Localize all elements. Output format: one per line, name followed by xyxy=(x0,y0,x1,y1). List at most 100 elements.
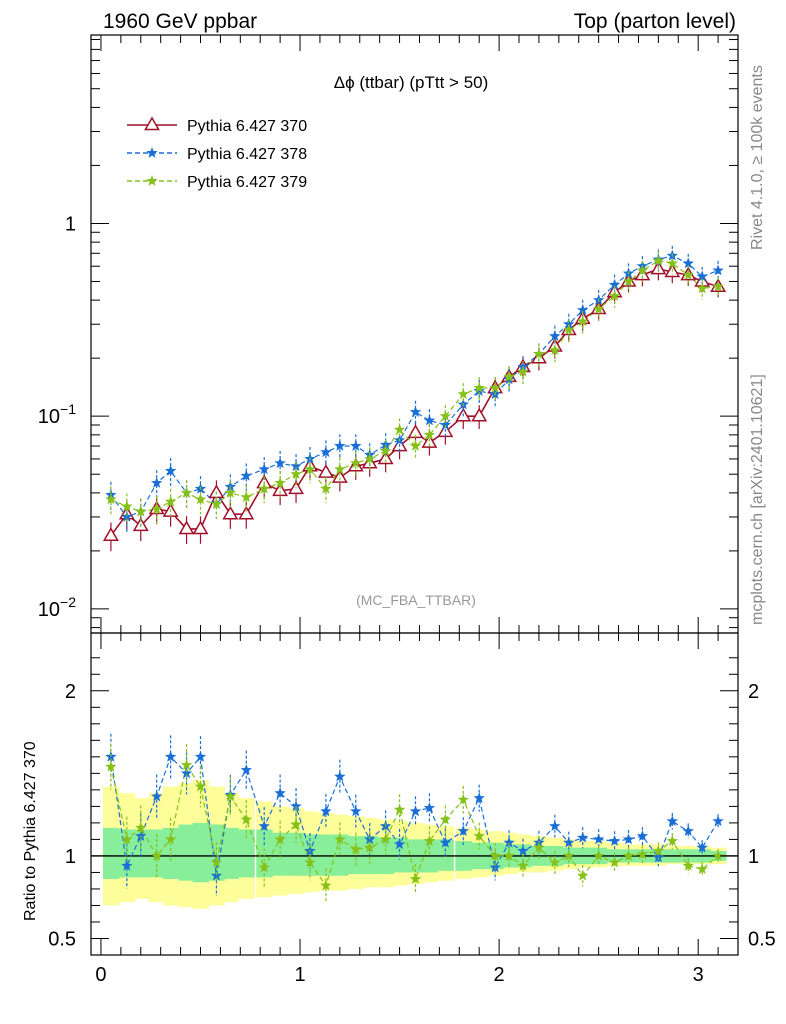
data-point xyxy=(224,486,237,498)
ratio-ytick-label: 1 xyxy=(65,846,76,868)
ratio-data-point xyxy=(210,856,223,868)
ratio-data-point xyxy=(517,859,529,871)
legend-label-1: Pythia 6.427 378 xyxy=(187,146,307,163)
legend-marker-1 xyxy=(146,147,158,158)
ratio-data-point xyxy=(423,835,436,846)
data-point xyxy=(194,493,207,505)
ratio-xtick-label: 0 xyxy=(95,964,106,986)
ratio-data-point xyxy=(503,849,515,861)
ratio-data-point xyxy=(274,787,286,799)
data-point xyxy=(290,468,302,480)
ratio-data-point xyxy=(533,841,545,853)
data-point xyxy=(666,257,679,269)
data-point xyxy=(517,365,529,377)
ratio-data-point xyxy=(258,861,270,873)
ratio-data-point xyxy=(439,813,452,825)
data-point xyxy=(290,460,302,472)
data-point xyxy=(135,505,147,517)
ratio-ytick-label-right: 0.5 xyxy=(748,928,776,950)
ratio-data-point xyxy=(636,830,649,841)
data-point xyxy=(608,290,621,301)
data-point xyxy=(682,269,694,280)
ratio-data-point xyxy=(379,833,392,845)
main-ytick-label: 1 xyxy=(65,213,76,235)
band-green xyxy=(272,832,289,876)
ratio-data-point xyxy=(364,841,376,853)
ratio-data-point xyxy=(423,802,436,813)
ratio-data-point xyxy=(622,849,635,861)
data-point xyxy=(258,482,270,494)
ratio-data-point xyxy=(696,863,708,874)
ratio-data-point xyxy=(608,856,621,868)
ratio-data-point xyxy=(121,833,133,845)
ratio-data-point xyxy=(240,764,252,775)
data-point xyxy=(331,469,348,483)
ratio-data-point xyxy=(517,844,529,856)
ratio-data-point xyxy=(457,825,469,837)
ratio-data-point xyxy=(409,873,422,884)
ratio-data-point xyxy=(350,805,362,817)
band-green xyxy=(288,832,305,876)
band-green xyxy=(132,829,150,878)
ratio-data-point xyxy=(320,879,332,891)
ratio-data-point xyxy=(439,836,452,848)
data-point xyxy=(178,520,195,535)
ratio-series-line-1 xyxy=(110,763,719,887)
band-green xyxy=(222,827,239,880)
ratio-data-point xyxy=(290,818,302,830)
ratio-data-point xyxy=(549,856,561,868)
data-point xyxy=(577,315,589,327)
ratio-data-point xyxy=(334,770,346,782)
data-point xyxy=(503,370,515,382)
ratio-data-point xyxy=(334,833,346,845)
ratio-ytick-label: 0.5 xyxy=(48,928,76,950)
data-point xyxy=(549,344,561,356)
data-point xyxy=(636,264,649,276)
data-point xyxy=(121,500,133,512)
ratio-ylabel: Ratio to Pythia 6.427 370 xyxy=(22,741,39,921)
ratio-data-point xyxy=(164,750,177,762)
ratio-data-point xyxy=(577,831,589,843)
ratio-data-point xyxy=(549,820,561,832)
data-point xyxy=(238,505,255,520)
data-point xyxy=(696,270,708,282)
ratio-data-point xyxy=(393,803,406,815)
data-point xyxy=(549,330,561,342)
ratio-data-point xyxy=(180,767,193,779)
ratio-data-point xyxy=(652,851,665,863)
band-green xyxy=(102,827,120,880)
data-point xyxy=(150,477,163,488)
data-point xyxy=(272,482,289,497)
ratio-xtick-label: 1 xyxy=(294,964,305,986)
data-point xyxy=(304,463,316,475)
ratio-data-point xyxy=(666,835,679,846)
ratio-data-point xyxy=(105,760,117,772)
ratio-data-point xyxy=(682,859,694,871)
series-line-0 xyxy=(110,268,719,537)
ratio-xtick-label: 3 xyxy=(693,964,704,986)
ratio-data-point xyxy=(563,849,575,861)
data-point xyxy=(222,505,239,520)
data-point xyxy=(608,278,621,290)
data-point xyxy=(533,348,545,359)
data-point xyxy=(652,254,665,266)
data-point xyxy=(274,477,286,488)
header-left: 1960 GeV ppbar xyxy=(103,10,257,33)
legend-marker-0 xyxy=(144,116,160,131)
data-point xyxy=(423,414,436,426)
ratio-data-point xyxy=(622,833,635,845)
ratio-data-point xyxy=(592,833,605,845)
band-green xyxy=(238,829,255,878)
band-green xyxy=(317,834,335,876)
ratio-data-point xyxy=(409,805,422,817)
data-point xyxy=(379,444,392,456)
ratio-data-point xyxy=(290,800,302,812)
data-point xyxy=(471,407,488,422)
data-point xyxy=(164,495,177,507)
data-point xyxy=(164,464,177,476)
ratio-data-point xyxy=(457,793,469,805)
ratio-data-point xyxy=(592,849,605,861)
data-point xyxy=(377,450,394,465)
ratio-ytick-label-right: 1 xyxy=(748,846,759,868)
